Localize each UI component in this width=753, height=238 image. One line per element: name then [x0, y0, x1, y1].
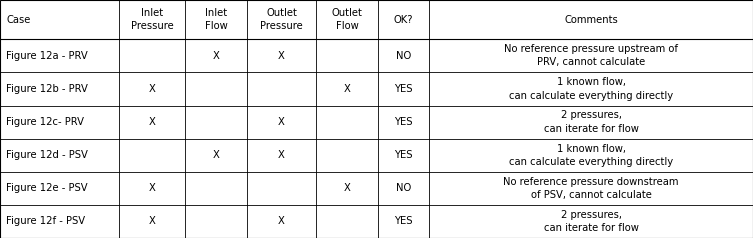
Text: Outlet
Flow: Outlet Flow: [331, 8, 363, 31]
Text: YES: YES: [395, 150, 413, 160]
Text: Figure 12a - PRV: Figure 12a - PRV: [6, 51, 88, 61]
Text: Comments: Comments: [564, 15, 618, 25]
Text: X: X: [278, 117, 285, 127]
Text: Figure 12d - PSV: Figure 12d - PSV: [6, 150, 88, 160]
Text: NO: NO: [396, 183, 411, 193]
Text: Figure 12c- PRV: Figure 12c- PRV: [6, 117, 84, 127]
Text: X: X: [148, 117, 156, 127]
Text: NO: NO: [396, 51, 411, 61]
Text: YES: YES: [395, 216, 413, 226]
Text: No reference pressure upstream of
PRV, cannot calculate: No reference pressure upstream of PRV, c…: [504, 44, 678, 67]
Text: YES: YES: [395, 84, 413, 94]
Text: Inlet
Flow: Inlet Flow: [205, 8, 227, 31]
Text: X: X: [148, 183, 156, 193]
Text: Case: Case: [6, 15, 30, 25]
Text: X: X: [148, 216, 156, 226]
Text: Figure 12f - PSV: Figure 12f - PSV: [6, 216, 85, 226]
Text: Figure 12e - PSV: Figure 12e - PSV: [6, 183, 87, 193]
Text: X: X: [278, 150, 285, 160]
Text: OK?: OK?: [394, 15, 413, 25]
Text: Outlet
Pressure: Outlet Pressure: [261, 8, 303, 31]
Text: X: X: [212, 150, 220, 160]
Text: YES: YES: [395, 117, 413, 127]
Text: 2 pressures,
can iterate for flow: 2 pressures, can iterate for flow: [544, 110, 639, 134]
Text: 1 known flow,
can calculate everything directly: 1 known flow, can calculate everything d…: [509, 77, 673, 100]
Text: 2 pressures,
can iterate for flow: 2 pressures, can iterate for flow: [544, 210, 639, 233]
Text: Figure 12b - PRV: Figure 12b - PRV: [6, 84, 88, 94]
Text: X: X: [148, 84, 156, 94]
Text: X: X: [278, 216, 285, 226]
Text: X: X: [343, 183, 351, 193]
Text: No reference pressure downstream
of PSV, cannot calculate: No reference pressure downstream of PSV,…: [503, 177, 679, 200]
Text: X: X: [212, 51, 220, 61]
Text: Inlet
Pressure: Inlet Pressure: [131, 8, 173, 31]
Text: X: X: [278, 51, 285, 61]
Text: 1 known flow,
can calculate everything directly: 1 known flow, can calculate everything d…: [509, 144, 673, 167]
Text: X: X: [343, 84, 351, 94]
